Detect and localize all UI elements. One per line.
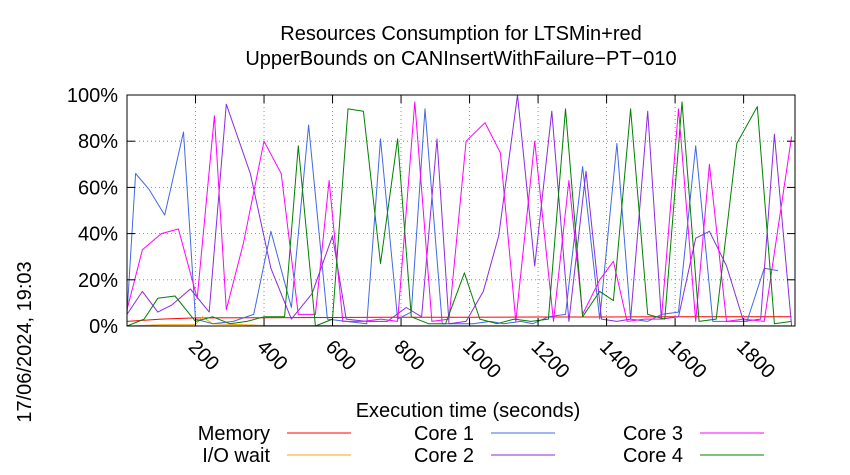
x-tick-label: 1600	[664, 336, 711, 383]
legend-label-core-4: Core 4	[623, 445, 683, 467]
y-tick-label: 60%	[78, 177, 118, 199]
x-tick-label: 1400	[595, 336, 642, 383]
series-line-core-2	[126, 94, 793, 327]
x-tick-label: 400	[252, 336, 291, 375]
legend-label-i-o-wait: I/O wait	[202, 445, 270, 467]
series-line-memory	[126, 316, 792, 322]
plot-frame	[126, 94, 796, 327]
series-line-core-4	[126, 101, 792, 327]
chart-title-line-2: UpperBounds on CANInsertWithFailure−PT−0…	[245, 48, 676, 70]
x-axis-tick-labels: 200 400 600 800 1000 1200 1400 1600 1800	[184, 336, 779, 383]
x-tick-label: 1800	[732, 336, 779, 383]
x-tick-label: 200	[184, 336, 223, 375]
y-tick-label: 100%	[67, 85, 118, 107]
legend-label-memory: Memory	[198, 423, 270, 445]
x-tick-label: 1200	[527, 336, 574, 383]
y-tick-label: 40%	[78, 224, 118, 246]
legend-label-core-2: Core 2	[414, 445, 474, 467]
x-tick-label: 600	[321, 336, 360, 375]
legend-label-core-1: Core 1	[414, 423, 474, 445]
series-layer	[126, 94, 793, 327]
chart-title: Resources Consumption for LTSMin+red Upp…	[245, 23, 676, 70]
chart-title-line-1: Resources Consumption for LTSMin+red	[280, 23, 641, 45]
series-line-core-3	[126, 101, 793, 322]
x-tick-label: 1000	[458, 336, 505, 383]
y-tick-label: 20%	[78, 270, 118, 292]
y-axis-tick-labels: 0% 20% 40% 60% 80% 100%	[67, 85, 118, 338]
x-tick-label: 800	[390, 336, 429, 375]
x-axis-label: Execution time (seconds)	[356, 400, 581, 422]
y-tick-label: 0%	[89, 316, 118, 338]
legend-label-core-3: Core 3	[623, 423, 683, 445]
series-line-core-1	[126, 108, 778, 325]
axis-ticks	[127, 94, 795, 327]
y-tick-label: 80%	[78, 131, 118, 153]
grid-lines	[127, 95, 795, 326]
timestamp: 17/06/2024, 19:03	[14, 261, 36, 422]
